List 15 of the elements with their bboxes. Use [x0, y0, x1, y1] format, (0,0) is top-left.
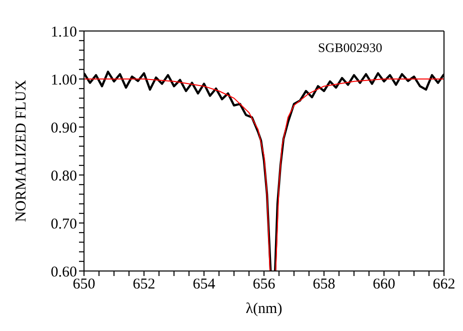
x-tick-label: 658	[312, 276, 336, 293]
y-tick-label: 0.90	[50, 120, 77, 136]
y-tick-label: 1.00	[50, 72, 77, 88]
x-tick-label: 650	[72, 276, 96, 293]
y-axis-title: NORMALIZED FLUX	[13, 80, 30, 222]
x-tick-label: 656	[252, 276, 276, 293]
x-axis-title: λ(nm)	[246, 301, 282, 317]
y-tick-label: 0.70	[50, 216, 77, 232]
x-tick-label: 660	[372, 276, 396, 293]
y-tick-label: 1.10	[50, 24, 77, 40]
annotation: SGB002930	[318, 40, 382, 56]
y-tick-label: 0.80	[50, 168, 77, 184]
x-tick-label: 654	[192, 276, 216, 293]
x-tick-label: 652	[132, 276, 156, 293]
x-tick-label: 662	[432, 276, 456, 293]
